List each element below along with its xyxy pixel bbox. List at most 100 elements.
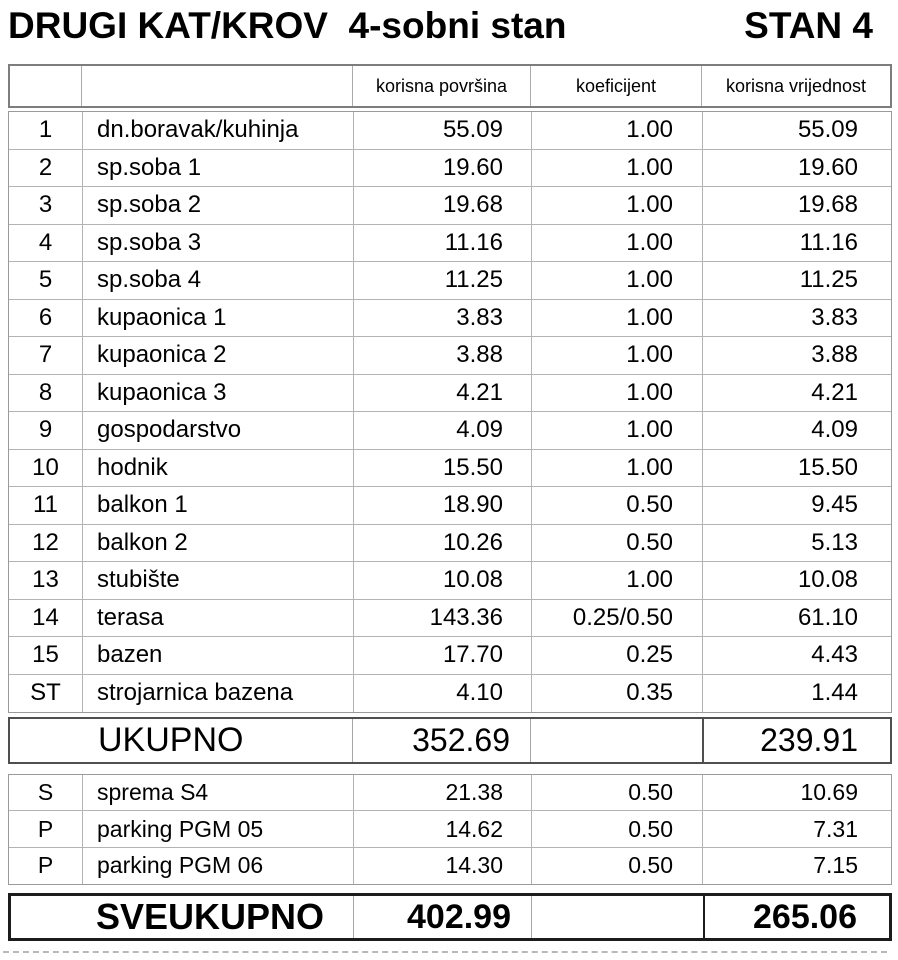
cell-coef: 1.00: [532, 262, 703, 299]
extras-table: S sprema S4 21.38 0.50 10.69 P parking P…: [8, 774, 892, 886]
header-cell-coef: koeficijent: [531, 66, 702, 106]
cell-num: 6: [9, 299, 83, 336]
cell-name: parking PGM 06: [83, 847, 354, 885]
cell-value: 9.45: [811, 491, 858, 519]
cell-area: 4.21: [354, 374, 532, 411]
table-row: 5 sp.soba 4 11.25 1.00 11.25: [9, 262, 891, 300]
cell-coef: 1.00: [532, 337, 703, 374]
cell-num: 7: [9, 337, 83, 374]
cell-name: sp.soba 2: [83, 187, 354, 224]
cell-num: 14: [9, 599, 83, 636]
cell-area: 55.09: [354, 112, 532, 149]
cell-num: 15: [9, 637, 83, 674]
header-cell-area: korisna površina: [353, 66, 531, 106]
cell-value: 19.60: [797, 153, 858, 181]
cell-name: parking PGM 05: [83, 811, 354, 847]
grand-total-value: 265.06: [703, 896, 889, 938]
cell-name: kupaonica 1: [83, 299, 354, 336]
cell-num: P: [9, 811, 83, 847]
cell-value: 10.08: [797, 566, 858, 594]
cell-num: 11: [9, 487, 83, 524]
cell-value: 1.44: [811, 679, 858, 707]
apartment-label: STAN 4: [744, 5, 873, 46]
total-label: UKUPNO: [10, 719, 353, 762]
cell-area: 17.70: [354, 637, 532, 674]
cell-value: 3.83: [811, 303, 858, 331]
cell-coef: 0.50: [532, 847, 703, 885]
cell-num: 5: [9, 262, 83, 299]
total-value: 239.91: [702, 719, 890, 762]
cell-num: 8: [9, 374, 83, 411]
cell-name: sp.soba 1: [83, 149, 354, 186]
table-row: 12 balkon 2 10.26 0.50 5.13: [9, 524, 891, 562]
page-break-dashed-line: [3, 951, 887, 953]
cell-num: 4: [9, 224, 83, 261]
cell-num: 3: [9, 187, 83, 224]
cell-value: 5.13: [811, 528, 858, 556]
cell-area: 14.62: [354, 811, 532, 847]
cell-value: 61.10: [797, 603, 858, 631]
table-row: P parking PGM 06 14.30 0.50 7.15: [9, 847, 891, 885]
cell-name: bazen: [83, 637, 354, 674]
cell-area: 21.38: [354, 775, 532, 811]
cell-value: 19.68: [797, 191, 858, 219]
table-row: 10 hodnik 15.50 1.00 15.50: [9, 449, 891, 487]
document-title: DRUGI KAT/KROV 4-sobni stan: [8, 5, 567, 46]
cell-area: 3.88: [354, 337, 532, 374]
cell-name: terasa: [83, 599, 354, 636]
cell-area: 10.08: [354, 562, 532, 599]
cell-area: 15.50: [354, 449, 532, 486]
cell-area: 18.90: [354, 487, 532, 524]
cell-area: 3.83: [354, 299, 532, 336]
cell-coef: 1.00: [532, 412, 703, 449]
total-row: UKUPNO 352.69 239.91: [8, 717, 892, 764]
cell-area: 11.25: [354, 262, 532, 299]
cell-coef: 1.00: [532, 187, 703, 224]
cell-name: gospodarstvo: [83, 412, 354, 449]
table-row: 7 kupaonica 2 3.88 1.00 3.88: [9, 337, 891, 375]
table-row: 3 sp.soba 2 19.68 1.00 19.68: [9, 187, 891, 225]
cell-coef: 1.00: [532, 562, 703, 599]
cell-area: 14.30: [354, 847, 532, 885]
cell-coef: 1.00: [532, 449, 703, 486]
cell-value: 4.21: [811, 378, 858, 406]
cell-num: 12: [9, 524, 83, 561]
cell-coef: 1.00: [532, 112, 703, 149]
total-area: 352.69: [353, 719, 531, 762]
cell-num: P: [9, 847, 83, 885]
cell-name: balkon 1: [83, 487, 354, 524]
header-cell-value: korisna vrijednost: [725, 75, 867, 96]
grand-total-area: 402.99: [354, 896, 532, 938]
header-cell-name: [82, 66, 353, 106]
cell-name: sp.soba 4: [83, 262, 354, 299]
table-row: 11 balkon 1 18.90 0.50 9.45: [9, 487, 891, 525]
table-row: 1 dn.boravak/kuhinja 55.09 1.00 55.09: [9, 112, 891, 150]
cell-coef: 1.00: [532, 299, 703, 336]
cell-value: 7.15: [813, 852, 858, 879]
cell-coef: 1.00: [532, 374, 703, 411]
grand-total-coef-empty: [532, 896, 703, 938]
grand-total-label: SVEUKUPNO: [11, 896, 354, 938]
cell-value: 11.25: [799, 266, 858, 294]
cell-name: kupaonica 2: [83, 337, 354, 374]
table-row: 2 sp.soba 1 19.60 1.00 19.60: [9, 149, 891, 187]
cell-value: 4.09: [811, 416, 858, 444]
table-row: 4 sp.soba 3 11.16 1.00 11.16: [9, 224, 891, 262]
cell-area: 143.36: [354, 599, 532, 636]
cell-value: 10.69: [800, 779, 858, 806]
cell-name: dn.boravak/kuhinja: [83, 112, 354, 149]
table-row: 8 kupaonica 3 4.21 1.00 4.21: [9, 374, 891, 412]
cell-value: 11.16: [799, 228, 858, 256]
cell-area: 19.68: [354, 187, 532, 224]
cell-num: 2: [9, 149, 83, 186]
grand-total-row: SVEUKUPNO 402.99 265.06: [8, 893, 892, 941]
cell-value: 15.50: [797, 453, 858, 481]
cell-area: 4.10: [354, 674, 532, 712]
main-table: 1 dn.boravak/kuhinja 55.09 1.00 55.09 2 …: [8, 111, 892, 713]
table-row: 13 stubište 10.08 1.00 10.08: [9, 562, 891, 600]
cell-name: kupaonica 3: [83, 374, 354, 411]
cell-name: sprema S4: [83, 775, 354, 811]
cell-num: 1: [9, 112, 83, 149]
cell-coef: 0.25: [532, 637, 703, 674]
cell-coef: 1.00: [532, 224, 703, 261]
